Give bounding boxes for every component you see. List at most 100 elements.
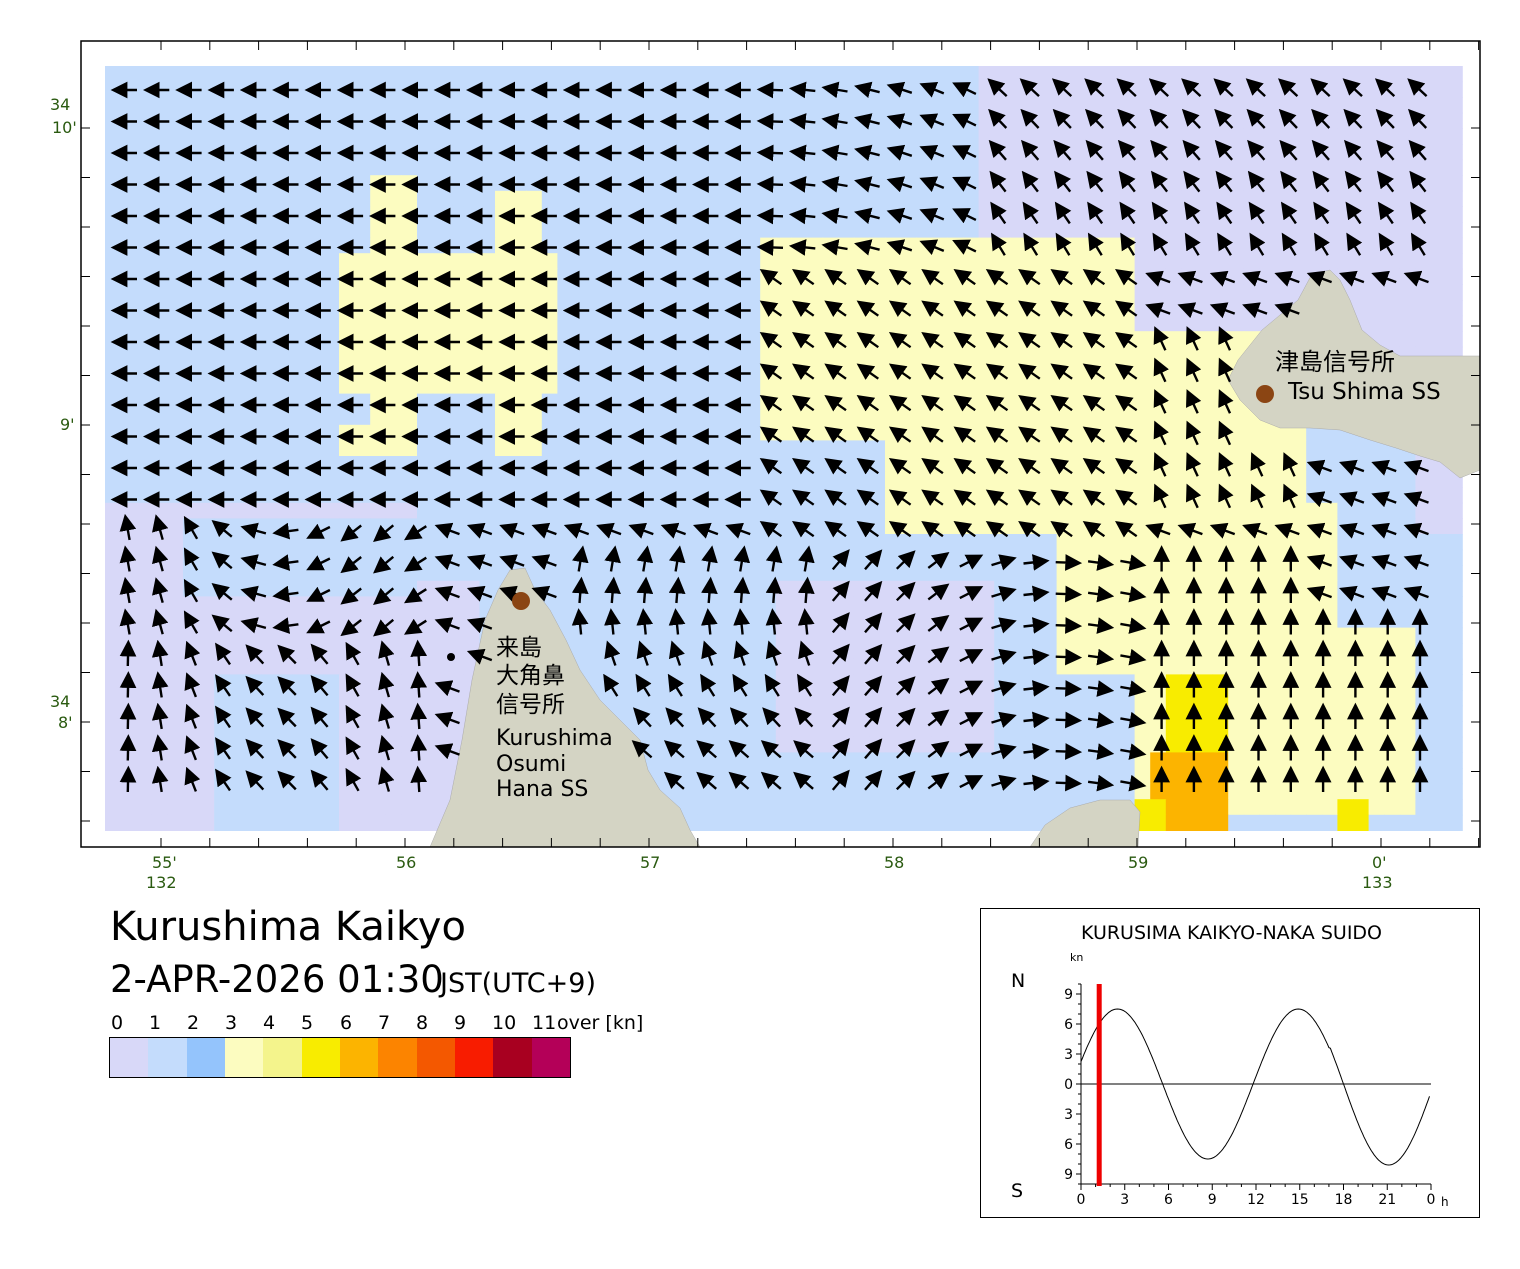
speed-cell (1446, 66, 1463, 83)
speed-cell (1337, 487, 1354, 504)
speed-cell (978, 534, 995, 551)
speed-cell (807, 440, 824, 457)
speed-cell (1259, 565, 1276, 582)
speed-cell (1134, 66, 1151, 83)
speed-cell (1165, 346, 1182, 363)
current-vector (797, 608, 815, 635)
speed-cell (760, 128, 777, 145)
speed-cell (619, 565, 636, 582)
speed-cell (791, 721, 808, 738)
speed-cell (1072, 783, 1089, 800)
speed-cell (214, 456, 231, 473)
speed-cell (339, 331, 356, 348)
speed-cell (339, 66, 356, 83)
speed-cell (1337, 159, 1354, 176)
speed-cell (573, 253, 590, 270)
speed-cell (105, 128, 122, 145)
speed-cell (869, 596, 886, 613)
current-vector (466, 522, 493, 539)
speed-cell (136, 300, 153, 317)
speed-cell (151, 799, 168, 816)
speed-cell (136, 502, 153, 519)
speed-cell (323, 565, 340, 582)
speed-cell (557, 237, 574, 254)
speed-cell (541, 268, 558, 285)
speed-cell (1337, 190, 1354, 207)
speed-cell (978, 66, 995, 83)
speed-cell (292, 362, 309, 379)
speed-cell (978, 549, 995, 566)
speed-cell (1041, 487, 1058, 504)
speed-cell (1009, 128, 1026, 145)
current-vector (985, 268, 1009, 286)
speed-cell (1056, 596, 1073, 613)
speed-cell (916, 596, 933, 613)
speed-cell (557, 502, 574, 519)
speed-cell (682, 456, 699, 473)
speed-cell (1103, 596, 1120, 613)
current-vector (1371, 270, 1397, 287)
current-vector (1186, 420, 1202, 446)
speed-cell (807, 97, 824, 114)
speed-cell (978, 253, 995, 270)
current-vector (277, 644, 297, 665)
speed-cell (838, 331, 855, 348)
current-vector (373, 587, 395, 606)
speed-cell (1384, 253, 1401, 270)
current-vector (1021, 170, 1039, 193)
current-vector (306, 523, 331, 539)
speed-cell (245, 705, 262, 722)
current-vector (701, 576, 718, 604)
speed-cell (167, 596, 184, 613)
speed-cell (479, 284, 496, 301)
speed-cell (1181, 721, 1198, 738)
current-vector (1342, 78, 1363, 97)
speed-cell (822, 409, 839, 426)
speed-cell (448, 627, 465, 644)
speed-cell (853, 159, 870, 176)
current-vector (119, 576, 137, 604)
speed-cell (713, 253, 730, 270)
speed-cell (697, 736, 714, 753)
speed-cell (666, 284, 683, 301)
speed-cell (682, 237, 699, 254)
speed-cell (1041, 690, 1058, 707)
speed-cell (994, 534, 1011, 551)
speed-cell (838, 112, 855, 129)
speed-cell (214, 487, 231, 504)
current-vector (1310, 78, 1331, 97)
speed-cell (105, 237, 122, 254)
speed-cell (978, 268, 995, 285)
speed-cell (744, 237, 761, 254)
speed-cell (120, 331, 137, 348)
current-vector (927, 552, 950, 569)
speed-cell (385, 300, 402, 317)
current-vector (953, 268, 976, 286)
speed-cell (495, 97, 512, 114)
speed-cell (994, 378, 1011, 395)
speed-cell (276, 565, 293, 582)
speed-cell (775, 237, 792, 254)
current-vector (953, 426, 976, 444)
speed-cell (573, 456, 590, 473)
speed-cell (448, 253, 465, 270)
speed-cell (1243, 222, 1260, 239)
speed-cell (370, 814, 387, 831)
speed-cell (1228, 502, 1245, 519)
speed-cell (994, 284, 1011, 301)
current-vector (1375, 108, 1395, 129)
speed-cell (229, 190, 246, 207)
speed-cell (713, 237, 730, 254)
speed-cell (1337, 81, 1354, 98)
speed-cell (1399, 253, 1416, 270)
speed-cell (1306, 658, 1323, 675)
speed-cell (214, 97, 231, 114)
speed-cell (900, 690, 917, 707)
speed-cell (183, 627, 200, 644)
speed-cell (978, 658, 995, 675)
speed-cell (401, 346, 418, 363)
speed-cell (963, 658, 980, 675)
speed-cell (1243, 814, 1260, 831)
speed-cell (167, 128, 184, 145)
current-vector (1407, 78, 1428, 97)
